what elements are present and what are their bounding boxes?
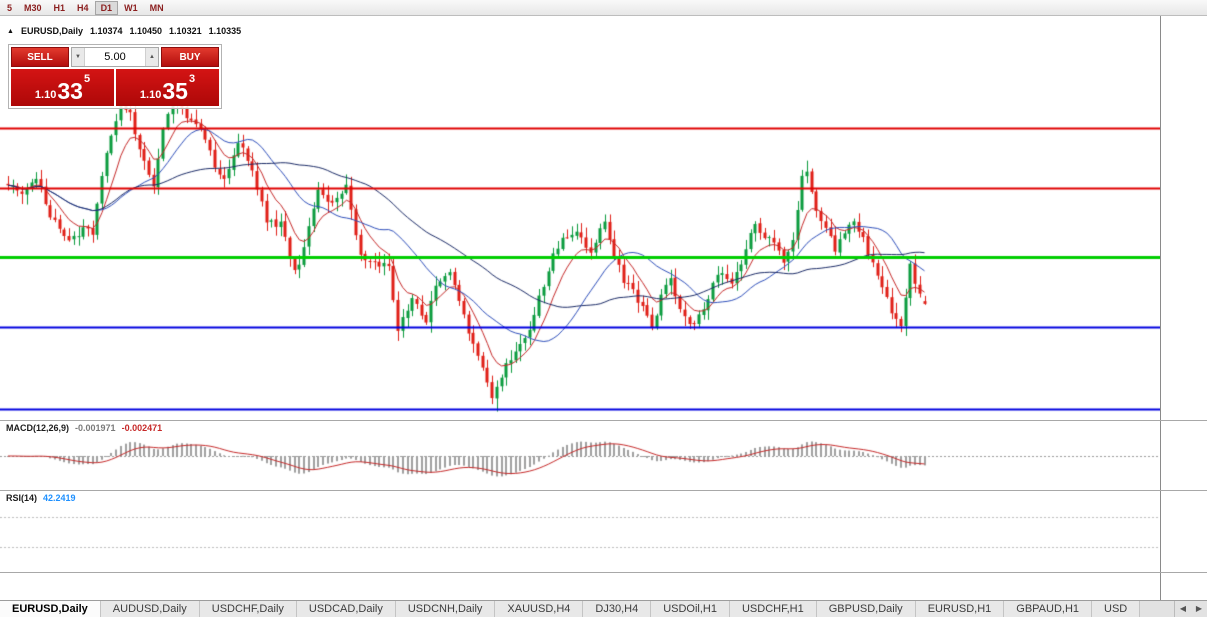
tf-h1-button[interactable]: H1 <box>53 2 66 13</box>
tabs-scroll-right-icon[interactable]: ▶ <box>1195 604 1203 613</box>
tabs-scroll-left-icon[interactable]: ◀ <box>1179 604 1187 613</box>
tf-mn-button[interactable]: MN <box>149 2 164 13</box>
volume-decrease-button[interactable]: ▼ <box>72 48 85 66</box>
tab-gbpusd-daily[interactable]: GBPUSD,Daily <box>816 601 916 617</box>
rsi-indicator-header: RSI(14) 42.2419 <box>6 493 76 503</box>
chart-tabs: EURUSD,Daily AUDUSD,Daily USDCHF,Daily U… <box>0 601 1174 617</box>
tab-eurusd-daily[interactable]: EURUSD,Daily <box>0 601 101 617</box>
ask-price-display[interactable]: 1.10 35 3 <box>116 69 219 106</box>
tab-usdchf-daily[interactable]: USDCHF,Daily <box>199 601 297 617</box>
volume-input[interactable]: 5.00 <box>104 51 126 63</box>
bid-price-sup: 5 <box>83 73 91 85</box>
tab-usdcnh-daily[interactable]: USDCNH,Daily <box>395 601 496 617</box>
tab-audusd-daily[interactable]: AUDUSD,Daily <box>100 601 200 617</box>
tab-gbpaud-h1[interactable]: GBPAUD,H1 <box>1004 601 1093 617</box>
tab-usdcad-daily[interactable]: USDCAD,Daily <box>296 601 396 617</box>
one-click-trading-panel: SELL ▼ 5.00 ▲ BUY 1.10 33 5 1.10 35 3 <box>8 44 222 109</box>
macd-main-value: -0.001971 <box>75 423 116 433</box>
tf-w1-button[interactable]: W1 <box>124 2 138 13</box>
bid-price-display[interactable]: 1.10 33 5 <box>11 69 114 106</box>
tab-scroll-controls: ◀ ▶ <box>1174 601 1207 617</box>
main-macd-separator[interactable] <box>0 420 1207 421</box>
tf-m30-button[interactable]: M30 <box>24 2 42 13</box>
chart-ohlc-header: ▲ EURUSD,Daily 1.10374 1.10450 1.10321 1… <box>7 26 241 36</box>
bid-price-big: 33 <box>57 78 83 104</box>
ask-price-big: 35 <box>162 78 188 104</box>
ask-price-prefix: 1.10 <box>139 89 162 101</box>
price-axis[interactable] <box>1160 16 1207 600</box>
macd-rsi-separator[interactable] <box>0 490 1207 491</box>
volume-increase-button[interactable]: ▲ <box>145 48 158 66</box>
volume-control: ▼ 5.00 ▲ <box>71 47 159 67</box>
ohlc-high: 1.10450 <box>129 26 163 36</box>
ohlc-close: 1.10335 <box>208 26 242 36</box>
tab-dj30-h4[interactable]: DJ30,H4 <box>583 601 652 617</box>
buy-button[interactable]: BUY <box>161 47 219 67</box>
tf-d1-button[interactable]: D1 <box>94 0 119 15</box>
chart-title: EURUSD,Daily <box>20 26 83 36</box>
tf-h4-button[interactable]: H4 <box>77 2 89 13</box>
ohlc-low: 1.10321 <box>169 26 202 36</box>
chart-tab-bar: EURUSD,Daily AUDUSD,Daily USDCHF,Daily U… <box>0 600 1207 617</box>
symbol-marker-icon: ▲ <box>7 27 14 35</box>
timeframe-toolbar: 5 M30 H1 H4 D1 W1 MN <box>0 0 1207 16</box>
rsi-value: 42.2419 <box>43 493 76 503</box>
tab-eurusd-h1[interactable]: EURUSD,H1 <box>915 601 1005 617</box>
tab-usdoil-h1[interactable]: USDOil,H1 <box>651 601 730 617</box>
tab-xauusd-h4[interactable]: XAUUSD,H4 <box>495 601 584 617</box>
tab-usd-partial[interactable]: USD <box>1092 601 1141 617</box>
ohlc-open: 1.10374 <box>89 26 123 36</box>
macd-label: MACD(12,26,9) <box>6 423 70 433</box>
chart-area: ▲ EURUSD,Daily 1.10374 1.10450 1.10321 1… <box>0 16 1160 600</box>
ask-price-sup: 3 <box>188 73 196 85</box>
macd-indicator-header: MACD(12,26,9) -0.001971 -0.002471 <box>6 423 162 433</box>
rsi-label: RSI(14) <box>6 493 38 503</box>
macd-signal-value: -0.002471 <box>121 423 163 433</box>
tf-m5-button[interactable]: 5 <box>7 2 13 13</box>
sell-button[interactable]: SELL <box>11 47 69 67</box>
rsi-dateaxis-separator <box>0 572 1207 573</box>
price-chart-canvas[interactable] <box>0 16 1160 600</box>
tab-usdchf-h1[interactable]: USDCHF,H1 <box>729 601 817 617</box>
bid-price-prefix: 1.10 <box>34 89 57 101</box>
